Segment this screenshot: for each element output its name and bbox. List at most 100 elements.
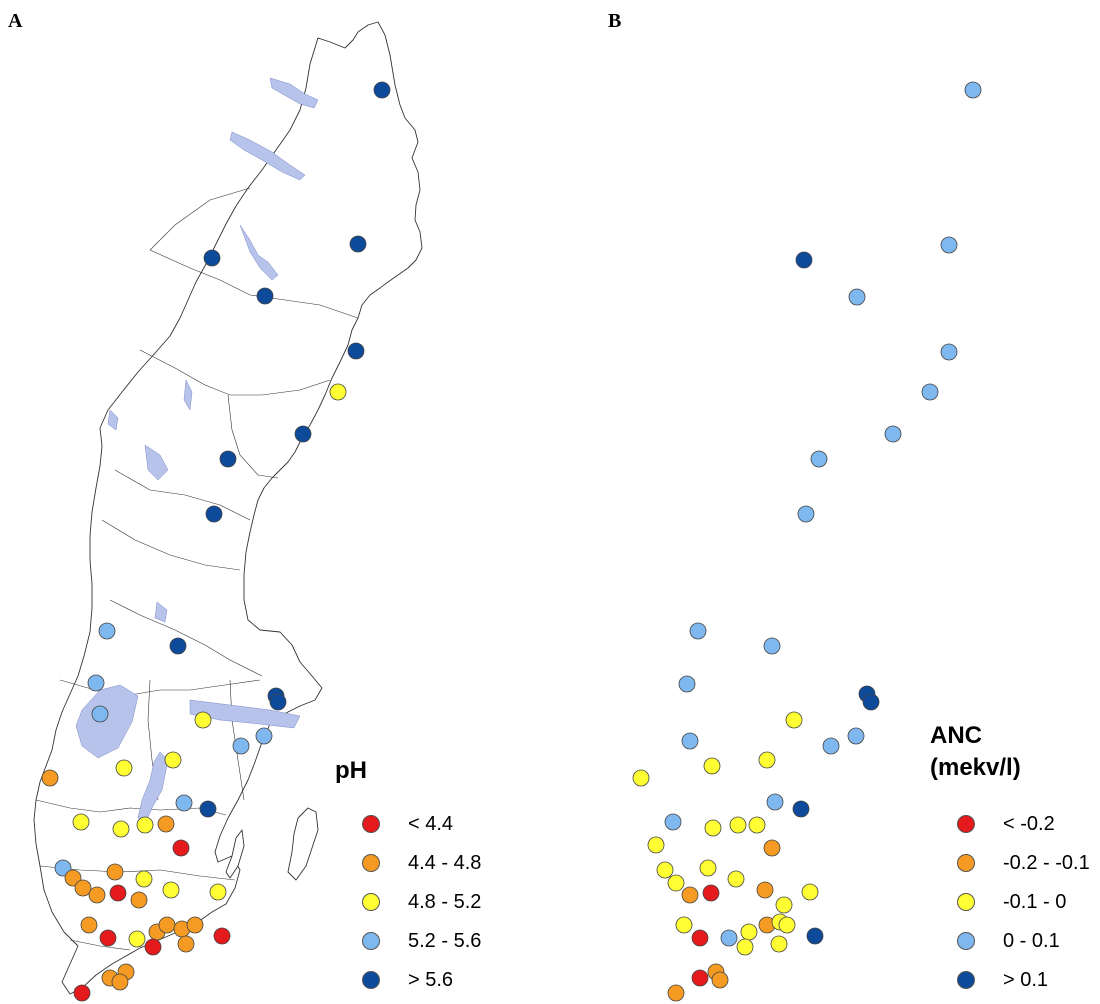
legend-label: -0.2 - -0.1: [1003, 852, 1090, 874]
site-marker: [205, 505, 223, 523]
region-boundary: [149, 249, 359, 319]
legend-swatch: [957, 932, 975, 950]
site-marker: [128, 930, 146, 948]
site-marker: [99, 929, 117, 947]
legend-label: -0.1 - 0: [1003, 891, 1067, 913]
site-markers: [41, 81, 391, 1002]
site-marker: [691, 969, 709, 987]
legend-label: < 4.4: [408, 813, 454, 835]
lakes: [75, 77, 319, 823]
site-marker: [41, 769, 59, 787]
site-marker: [135, 870, 153, 888]
site-marker: [213, 927, 231, 945]
legend-swatch: [362, 932, 380, 950]
legend-subtitle: (mekv/l): [930, 754, 1021, 781]
country-outline: [33, 21, 423, 995]
site-marker: [172, 839, 190, 857]
site-marker: [711, 971, 729, 989]
site-marker: [681, 732, 699, 750]
site-markers: [632, 81, 982, 1002]
site-marker: [199, 800, 217, 818]
region-boundary: [149, 187, 251, 251]
region-boundary: [69, 939, 131, 951]
site-marker: [703, 757, 721, 775]
lake: [239, 224, 279, 281]
site-marker: [763, 839, 781, 857]
site-marker: [667, 874, 685, 892]
site-marker: [758, 751, 776, 769]
site-marker: [704, 819, 722, 837]
site-marker: [656, 861, 674, 879]
site-marker: [740, 923, 758, 941]
site-marker: [255, 727, 273, 745]
site-marker: [80, 916, 98, 934]
site-marker: [632, 769, 650, 787]
island-outline: [225, 829, 245, 879]
site-marker: [785, 711, 803, 729]
legend-title: pH: [335, 757, 367, 784]
site-marker: [797, 505, 815, 523]
lake: [269, 77, 319, 109]
site-marker: [54, 859, 72, 877]
site-marker: [678, 675, 696, 693]
site-marker: [736, 938, 754, 956]
legend-swatch: [362, 971, 380, 989]
site-marker: [940, 343, 958, 361]
site-marker: [770, 935, 788, 953]
site-marker: [64, 869, 82, 887]
site-marker: [186, 916, 204, 934]
legend-swatch: [362, 893, 380, 911]
island-outline: [287, 807, 319, 881]
site-marker: [175, 794, 193, 812]
legend-swatch: [957, 815, 975, 833]
map-panel-ph: A: [0, 0, 550, 1003]
site-marker: [848, 288, 866, 306]
site-marker: [144, 938, 162, 956]
site-marker: [720, 929, 738, 947]
site-marker: [349, 235, 367, 253]
site-marker: [795, 251, 813, 269]
site-marker: [801, 883, 819, 901]
site-marker: [847, 727, 865, 745]
site-marker: [792, 800, 810, 818]
site-marker: [91, 705, 109, 723]
lake: [107, 409, 119, 431]
site-marker: [157, 815, 175, 833]
site-marker: [964, 81, 982, 99]
legend-ph: pH < 4.4 4.4 - 4.8 4.8 - 5.2 5.2 - 5.6 >…: [335, 755, 481, 991]
legend-label: < -0.2: [1003, 813, 1055, 835]
site-marker: [162, 881, 180, 899]
site-marker: [763, 637, 781, 655]
legend-swatch: [957, 854, 975, 872]
legend-title: ANC: [930, 722, 982, 749]
site-marker: [940, 236, 958, 254]
site-marker: [329, 383, 347, 401]
site-marker: [130, 891, 148, 909]
site-marker: [256, 287, 274, 305]
site-marker: [806, 927, 824, 945]
legend-label: > 5.6: [408, 969, 454, 991]
legend-label: > 0.1: [1003, 969, 1049, 991]
site-marker: [158, 916, 176, 934]
site-marker: [921, 383, 939, 401]
site-marker: [232, 737, 250, 755]
lake: [75, 684, 139, 759]
site-marker: [112, 820, 130, 838]
site-marker: [689, 622, 707, 640]
site-marker: [72, 813, 90, 831]
site-marker: [209, 883, 227, 901]
legend-label: 5.2 - 5.6: [408, 930, 482, 952]
region-boundary: [109, 599, 263, 677]
legend-label: 4.4 - 4.8: [408, 852, 482, 874]
legend-label: 4.8 - 5.2: [408, 891, 482, 913]
legend-anc: ANC (mekv/l) < -0.2 -0.2 - -0.1 -0.1 - 0…: [930, 720, 1090, 991]
legend-label: 0 - 0.1: [1003, 930, 1060, 952]
site-marker: [727, 870, 745, 888]
site-marker: [177, 935, 195, 953]
site-marker: [73, 984, 91, 1002]
site-marker: [294, 425, 312, 443]
lake: [183, 379, 193, 411]
region-boundary: [227, 394, 279, 479]
site-marker: [822, 737, 840, 755]
site-marker: [756, 881, 774, 899]
